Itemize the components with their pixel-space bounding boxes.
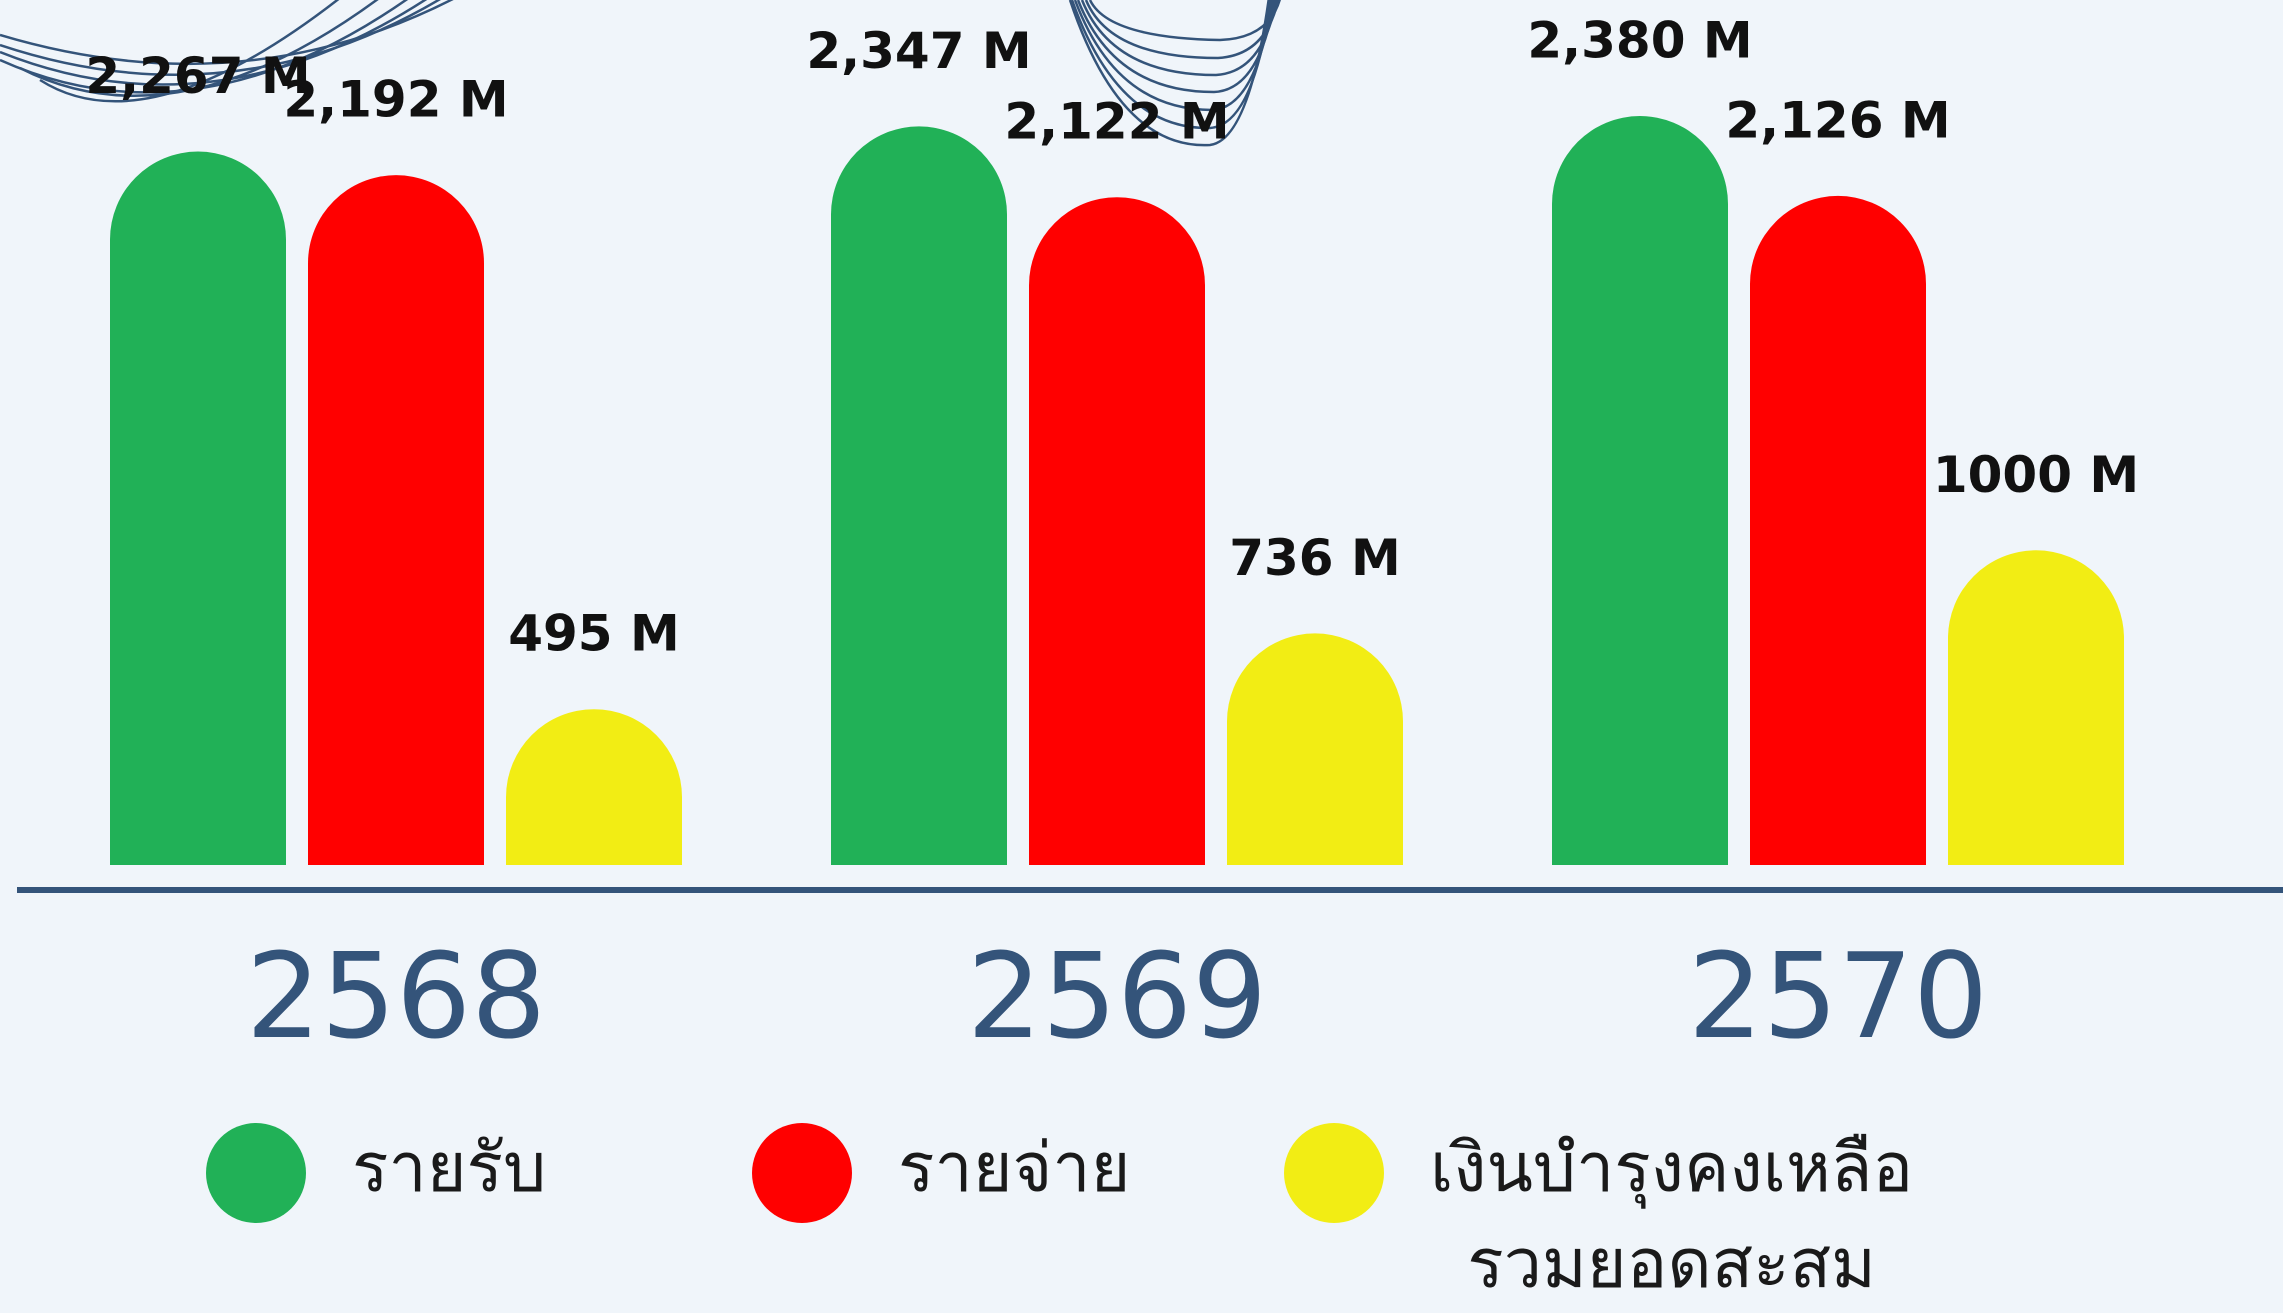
x-tick-label: 2570 (1688, 927, 1988, 1065)
decoration (0, 0, 1281, 147)
legend-item: รายรับ (206, 1123, 546, 1223)
data-label: 2,347 M (806, 22, 1031, 80)
legend-item: รายจ่าย (752, 1123, 1130, 1223)
x-tick-label: 2569 (967, 927, 1267, 1065)
bar (308, 175, 484, 866)
legend-swatch (1284, 1123, 1384, 1223)
legend-label: เงินบำรุงคงเหลือ รวมยอดสะสม (1430, 1129, 1914, 1304)
legend-item: เงินบำรุงคงเหลือ รวมยอดสะสม (1284, 1123, 1913, 1313)
bar (506, 709, 682, 865)
legend-swatch (206, 1123, 306, 1223)
data-label: 1000 M (1933, 446, 2139, 504)
legend-label: รายรับ (352, 1129, 547, 1208)
bar (831, 126, 1007, 865)
data-label: 495 M (508, 605, 680, 663)
data-label: 2,380 M (1527, 12, 1752, 70)
data-label: 2,267 M (85, 47, 310, 105)
bar (1552, 116, 1728, 865)
bar (1750, 195, 1926, 866)
data-label: 2,126 M (1725, 91, 1950, 149)
data-label: 2,192 M (283, 71, 508, 129)
x-tick-label: 2568 (246, 927, 546, 1065)
data-label: 2,122 M (1004, 93, 1229, 151)
bar (110, 151, 286, 865)
bar (1948, 550, 2124, 865)
legend-swatch (752, 1123, 852, 1223)
data-label: 736 M (1229, 529, 1401, 587)
bar (1227, 633, 1403, 865)
legend-label: รายจ่าย (898, 1129, 1131, 1208)
bar (1029, 197, 1205, 866)
